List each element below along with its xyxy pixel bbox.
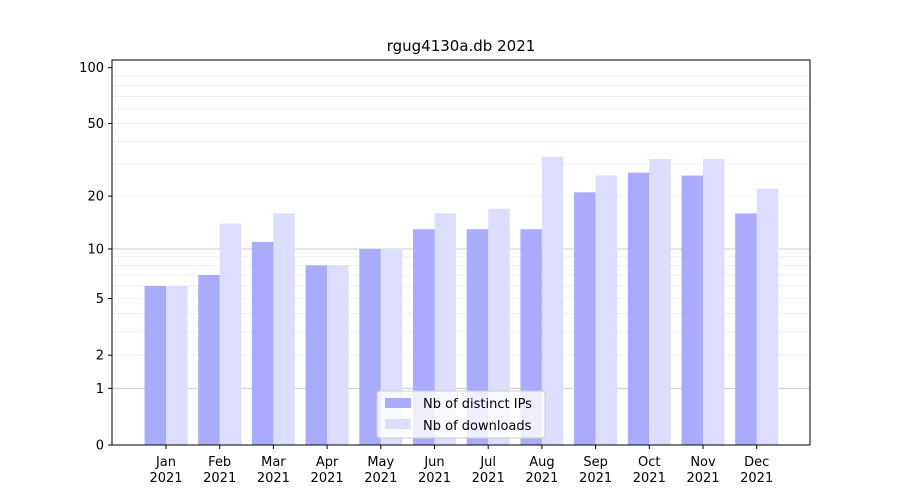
x-tick-label-month: May [367, 455, 394, 470]
bar-distinct-ips [681, 175, 703, 445]
bar-distinct-ips [574, 192, 596, 445]
bar-distinct-ips [627, 172, 650, 445]
x-tick-label-year: 2021 [418, 471, 451, 486]
y-tick-label: 5 [96, 292, 104, 307]
y-tick-label: 0 [96, 439, 104, 454]
x-tick-label-year: 2021 [472, 471, 505, 486]
y-tick-label: 100 [79, 61, 104, 76]
legend-swatch-ips [385, 398, 411, 408]
bar-distinct-ips [359, 248, 381, 445]
x-tick-label-year: 2021 [257, 471, 290, 486]
legend-box [376, 390, 546, 439]
bar-downloads [756, 188, 779, 445]
bar-distinct-ips [251, 241, 274, 445]
x-tick-label-year: 2021 [579, 471, 612, 486]
x-tick-label-month: Aug [529, 455, 554, 470]
bar-downloads [166, 285, 188, 445]
x-tick-label-month: Jan [155, 455, 176, 470]
plot-frame [111, 59, 811, 446]
x-tick-label-year: 2021 [203, 471, 236, 486]
bar-downloads [219, 223, 242, 445]
y-tick-label: 10 [87, 242, 104, 257]
x-axis: Jan2021Feb2021Mar2021Apr2021May2021Jun20… [149, 445, 773, 486]
chart-title: rgug4130a.db 2021 [387, 37, 536, 55]
y-tick-label: 50 [87, 117, 104, 132]
x-tick-label-year: 2021 [740, 471, 773, 486]
x-tick-label-month: Apr [316, 455, 339, 470]
bar-downloads [488, 208, 510, 445]
legend-label-ips: Nb of distinct IPs [423, 397, 532, 412]
y-tick-label: 2 [96, 349, 104, 364]
legend: Nb of distinct IPs Nb of downloads [376, 390, 546, 439]
y-axis: 0 1 2 5 10 20 50 100 [79, 61, 112, 454]
x-tick-label-month: Nov [690, 455, 716, 470]
x-tick-label-year: 2021 [149, 471, 182, 486]
bar-distinct-ips [198, 275, 220, 445]
bar-distinct-ips [305, 265, 328, 445]
x-tick-label-year: 2021 [364, 471, 397, 486]
y-tick-label: 20 [87, 190, 104, 205]
bar-downloads [434, 213, 456, 445]
bars [144, 156, 779, 446]
bar-downloads [649, 159, 671, 445]
x-tick-label-month: Feb [208, 455, 231, 470]
x-tick-label-month: Dec [744, 455, 769, 470]
x-tick-label-month: Jul [479, 455, 496, 470]
legend-label-downloads: Nb of downloads [423, 419, 532, 434]
bar-downloads [327, 265, 349, 445]
bar-downloads [273, 213, 295, 445]
x-tick-label-month: Mar [261, 455, 286, 470]
x-tick-label-year: 2021 [311, 471, 344, 486]
x-tick-label-year: 2021 [525, 471, 558, 486]
bar-downloads [541, 156, 564, 446]
bar-downloads [595, 175, 618, 445]
x-tick-label-month: Sep [583, 455, 608, 470]
y-tick-label: 1 [96, 382, 104, 397]
legend-swatch-downloads [385, 419, 411, 429]
bar-distinct-ips [144, 285, 166, 445]
bar-distinct-ips [735, 213, 757, 445]
x-tick-label-year: 2021 [633, 471, 666, 486]
bar-downloads [703, 159, 725, 445]
x-tick-label-month: Jun [423, 455, 444, 470]
x-tick-label-year: 2021 [686, 471, 719, 486]
x-tick-label-month: Oct [638, 455, 660, 470]
